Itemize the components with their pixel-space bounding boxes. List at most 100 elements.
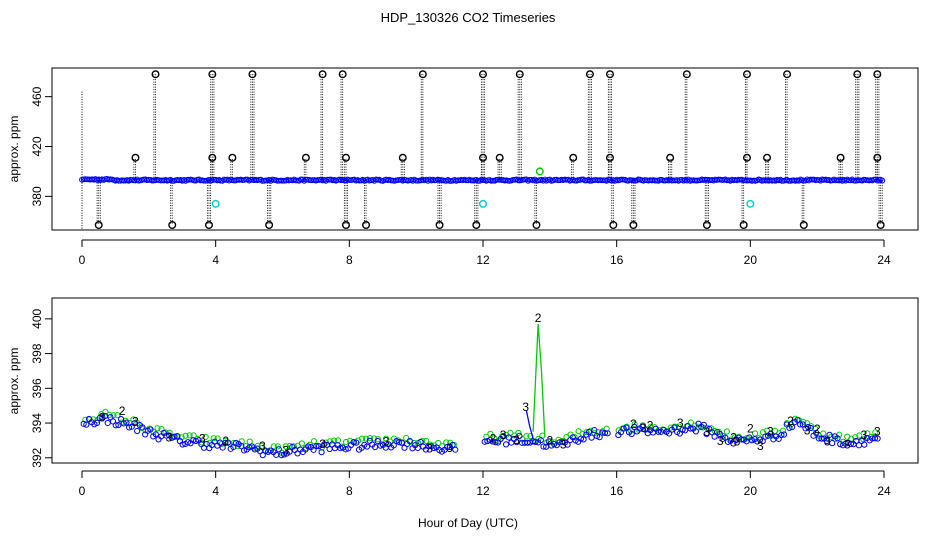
primary-marker-label: 3 [99,411,106,425]
primary-marker-label: 3 [446,441,453,455]
primary-point [363,443,371,450]
primary-point [692,428,699,435]
secondary-point [366,435,374,442]
secondary-point [210,435,217,442]
secondary-spike-label: 2 [535,311,542,325]
primary-point [147,426,154,433]
primary-point [259,452,266,459]
primary-point [224,439,232,446]
primary-point [318,449,325,456]
primary-point [631,423,638,430]
secondary-point [178,434,185,441]
primary-point [580,436,587,443]
primary-marker-label: 3 [560,437,567,451]
raw-spike-point [479,153,488,162]
raw-spike-point [585,70,594,79]
primary-point [152,431,159,438]
primary-point [861,441,868,448]
primary-spike-line [525,410,534,439]
raw-point [879,177,886,184]
primary-point [604,430,611,437]
primary-marker-label: 3 [513,433,520,447]
x-tick-label: 4 [212,253,219,267]
primary-marker-label: 3 [861,428,868,442]
secondary-point [423,437,430,444]
primary-point [759,438,766,445]
secondary-point [382,435,390,442]
secondary-point [751,430,759,437]
primary-point [591,427,598,434]
raw-spike-point [532,221,541,230]
chart-title: HDP_130326 CO2 Timeseries [381,10,556,25]
secondary-point [342,438,350,446]
secondary-point [731,434,739,441]
primary-point [179,441,186,448]
raw-spike-point [151,70,160,79]
raw-spike-point [208,153,217,162]
raw-spike-point [876,221,885,230]
primary-point [789,423,796,431]
primary-point [540,443,547,450]
primary-point [374,437,381,445]
x-tick-label: 8 [346,253,353,267]
primary-point [596,434,603,441]
primary-marker-label: 3 [132,414,139,428]
primary-point [342,446,349,453]
secondary-point [812,425,819,432]
primary-point [115,421,122,429]
filtered-plot-frame [51,297,919,464]
raw-spike-point [168,221,177,230]
filtered-x-axis: 0 4 8 12 16 20 24 [79,470,891,498]
secondary-marker-label: 2 [546,434,553,448]
primary-point [134,427,141,435]
secondary-point [182,432,189,439]
primary-point [321,441,328,448]
raw-spike-point [629,221,638,230]
primary-point [171,433,178,440]
primary-point [396,438,403,446]
secondary-point [246,438,253,445]
primary-point [623,424,630,431]
filtered-y-axis-label: approx. ppm [7,348,21,415]
primary-point [240,447,248,454]
raw-spike-point [763,153,772,162]
x-tick-label: 24 [877,253,891,267]
primary-point [716,430,724,438]
secondary-point [627,427,634,434]
primary-point [112,422,119,429]
secondary-point [856,432,863,439]
primary-marker-label: 3 [677,416,684,430]
raw-spike-point [341,221,350,230]
x-axis-label: Hour of Day (UTC) [418,516,518,530]
secondary-point [515,429,522,436]
primary-point [767,430,774,437]
raw-spike-point [265,221,274,230]
secondary-point [186,432,193,439]
raw-spike-point [783,70,792,79]
raw-spike-point [341,153,350,162]
secondary-spike-line [532,324,546,437]
primary-point [516,432,523,439]
secondary-marker-label: 2 [119,404,126,418]
secondary-point [330,437,338,444]
primary-point [313,443,320,450]
primary-marker-label: 3 [874,424,881,438]
secondary-point [310,438,318,445]
secondary-point [864,430,871,437]
primary-point [871,435,879,442]
primary-marker-label: 3 [640,421,647,435]
raw-spike-point [873,70,882,79]
primary-point [762,433,769,440]
secondary-point [852,434,859,441]
secondary-point [202,433,209,441]
primary-point [174,433,181,440]
primary-marker-label: 3 [259,439,266,453]
secondary-point [403,434,410,442]
raw-x-axis: 0 4 8 12 16 20 24 [79,239,891,267]
primary-point [823,437,830,445]
secondary-marker-label: 2 [747,422,754,436]
primary-point [834,435,841,442]
primary-point [107,414,114,421]
x-tick-label: 16 [610,484,624,498]
primary-marker-label: 3 [704,425,711,439]
